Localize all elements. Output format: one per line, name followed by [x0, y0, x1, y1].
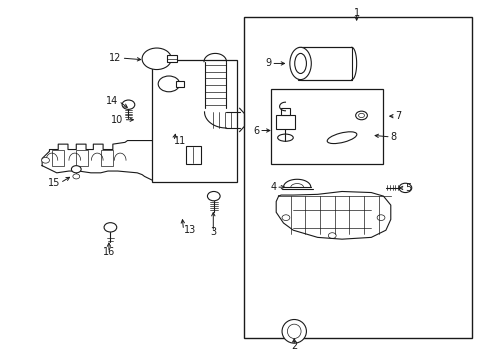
- Text: 7: 7: [395, 111, 401, 121]
- Bar: [176, 81, 183, 87]
- Text: 9: 9: [264, 58, 271, 68]
- Circle shape: [142, 48, 171, 69]
- Text: 15: 15: [48, 178, 60, 188]
- Circle shape: [358, 113, 364, 118]
- Text: 6: 6: [252, 126, 259, 135]
- Text: 10: 10: [111, 115, 123, 125]
- Text: 14: 14: [106, 96, 119, 106]
- Bar: [271, 89, 383, 164]
- Circle shape: [71, 166, 81, 173]
- Ellipse shape: [277, 134, 293, 141]
- Ellipse shape: [287, 324, 301, 338]
- Bar: [152, 60, 237, 182]
- Text: 1: 1: [353, 8, 359, 18]
- Bar: [101, 149, 113, 166]
- Circle shape: [41, 157, 49, 163]
- Circle shape: [355, 111, 366, 120]
- Text: 2: 2: [290, 341, 297, 351]
- Bar: [275, 115, 295, 130]
- Circle shape: [104, 223, 117, 232]
- Text: 3: 3: [210, 227, 216, 237]
- Text: 16: 16: [102, 247, 115, 257]
- Text: 5: 5: [405, 183, 411, 193]
- Text: 12: 12: [109, 53, 122, 63]
- Text: 4: 4: [269, 182, 276, 192]
- Bar: [298, 47, 351, 80]
- Bar: [52, 149, 64, 166]
- Text: 8: 8: [390, 132, 396, 142]
- Text: 11: 11: [173, 136, 185, 146]
- Circle shape: [398, 183, 411, 193]
- Bar: [185, 146, 200, 164]
- Bar: [280, 108, 290, 115]
- Text: 13: 13: [183, 225, 195, 235]
- Ellipse shape: [289, 47, 311, 80]
- Circle shape: [207, 192, 220, 201]
- Bar: [243, 17, 471, 338]
- Circle shape: [73, 174, 80, 179]
- Bar: [76, 149, 88, 166]
- Bar: [167, 55, 177, 62]
- Ellipse shape: [294, 53, 306, 73]
- Circle shape: [122, 100, 135, 109]
- Ellipse shape: [326, 132, 356, 144]
- Polygon shape: [276, 192, 390, 239]
- Circle shape: [158, 76, 179, 92]
- Ellipse shape: [282, 319, 306, 343]
